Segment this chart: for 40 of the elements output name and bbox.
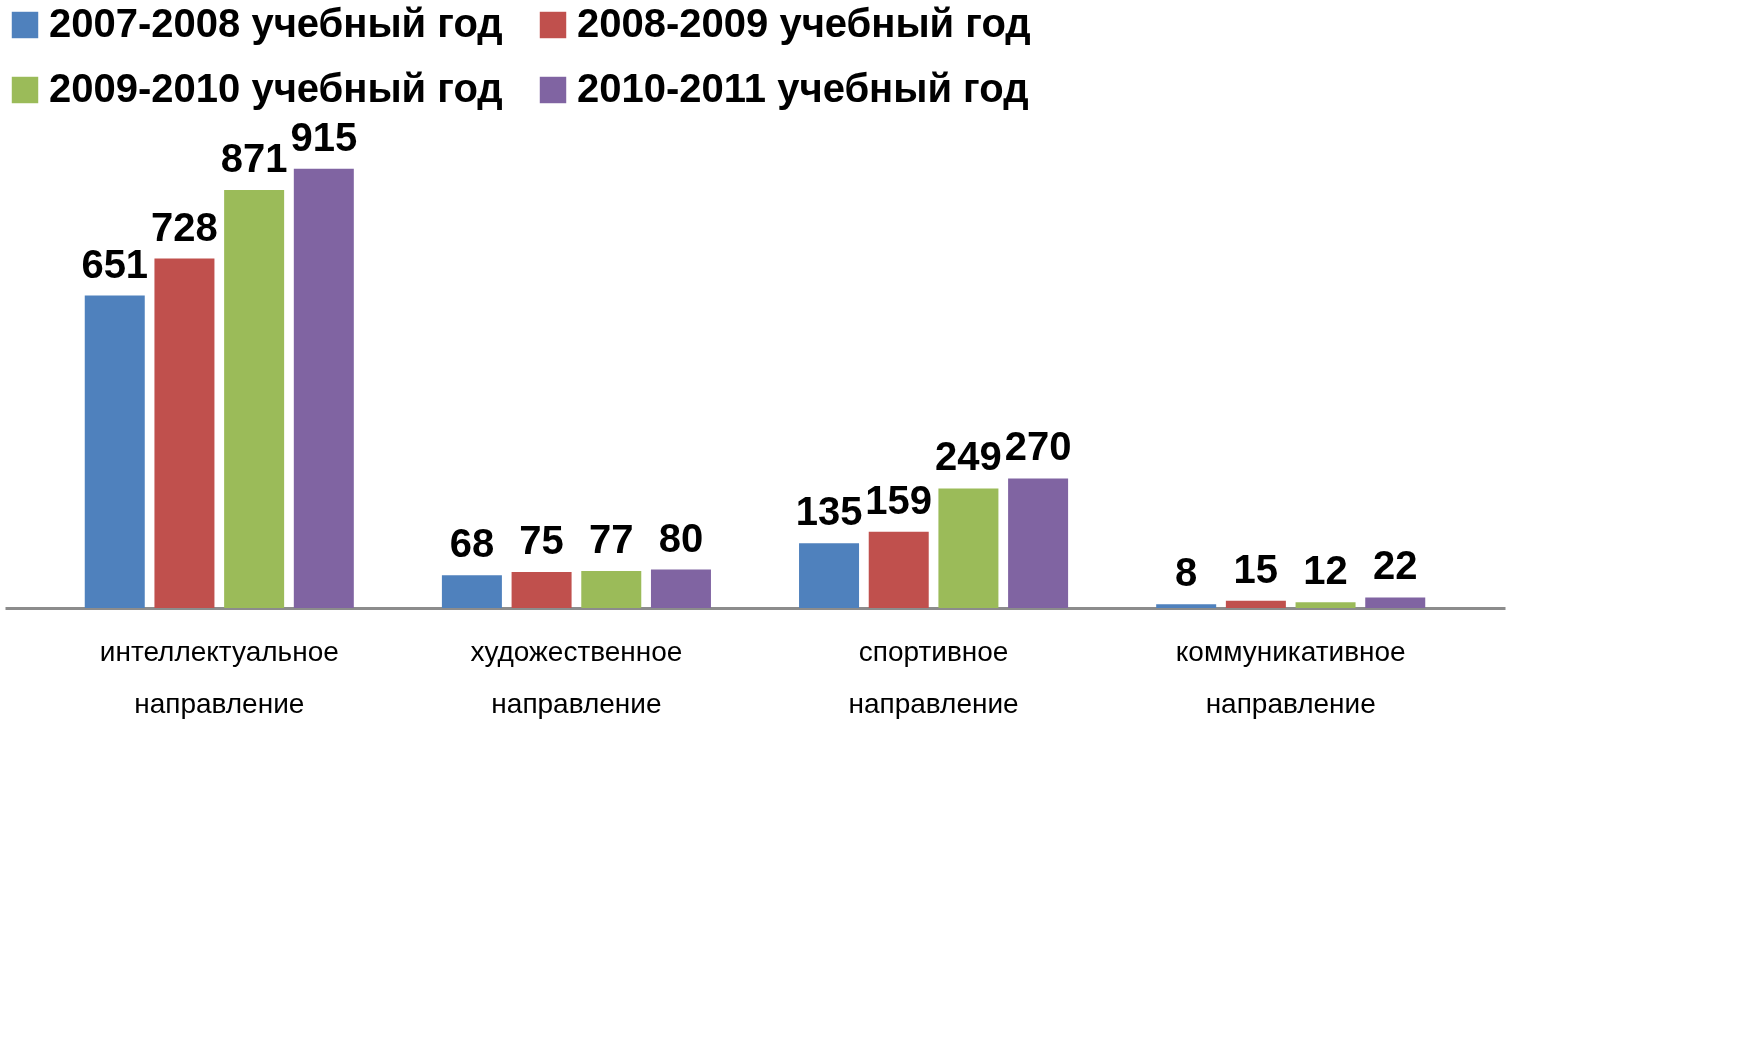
x-tick-label: коммуникативное направление: [1175, 635, 1406, 719]
data-label: 651: [81, 241, 149, 286]
bar: [1156, 604, 1217, 608]
bar: [868, 531, 929, 608]
x-tick-label: спортивное направление: [848, 635, 1019, 719]
data-label: 15: [1233, 546, 1279, 591]
data-label: 915: [290, 114, 358, 159]
data-label: 80: [658, 515, 704, 560]
x-tick-label: художественное направление: [470, 635, 683, 719]
bar: [581, 571, 642, 608]
data-label: 75: [519, 518, 564, 562]
bar: [1295, 602, 1356, 608]
bar: [84, 295, 145, 608]
data-label: 22: [1372, 543, 1418, 588]
data-label: 135: [795, 489, 863, 534]
data-label: 77: [589, 517, 634, 562]
bar: [799, 543, 860, 608]
bar: [293, 168, 354, 608]
legend-label: 2010-2011 учебный год: [577, 66, 1029, 110]
x-tick-label: интеллектуальное направление: [99, 635, 339, 719]
data-label: 871: [220, 135, 288, 180]
bar: [1225, 600, 1286, 608]
bar: [938, 488, 999, 608]
bar: [1008, 478, 1069, 608]
bar: [154, 258, 215, 608]
data-label: 728: [151, 204, 218, 249]
data-label: 8: [1175, 550, 1198, 595]
legend-label: 2008-2009 учебный год: [577, 1, 1031, 45]
bar: [441, 575, 502, 608]
bar: [224, 189, 285, 608]
bar: [650, 569, 711, 608]
data-label: 270: [1004, 424, 1072, 469]
data-label: 249: [935, 434, 1002, 479]
legend-label: 2009-2010 учебный год: [49, 66, 503, 110]
data-label: 159: [865, 477, 933, 522]
bar: [511, 572, 572, 608]
data-label: 68: [449, 521, 495, 566]
data-label: 12: [1303, 548, 1348, 593]
bar: [1365, 597, 1426, 608]
legend-label: 2007-2008 учебный год: [49, 1, 503, 45]
